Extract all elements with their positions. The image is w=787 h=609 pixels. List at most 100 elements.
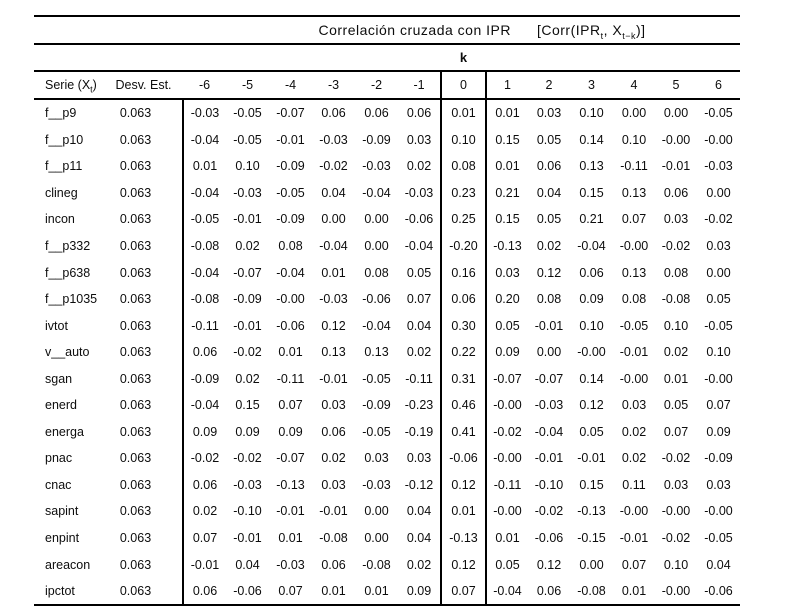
corr-value: 0.10 (579, 106, 604, 121)
k-column-header-zero: 0 (440, 71, 487, 100)
corr-value: 0.06 (192, 477, 218, 492)
table-row: f__p638 0.063 -0.04 -0.07 -0.04 0.01 0.08 0.05 0… (34, 259, 740, 286)
corr-value: -0.13 (577, 504, 606, 519)
table-row: f__p9 0.063 -0.03 -0.05 -0.07 0.06 0.06 0.06 0.0… (34, 99, 740, 127)
table-row: f__p332 0.063 -0.08 0.02 0.08 -0.04 0.00 -0.04-… (34, 232, 740, 260)
corr-value: -0.05 (704, 106, 733, 121)
corr-value: 0.20 (495, 292, 520, 307)
desv-est-value: 0.063 (104, 471, 184, 499)
corr-value: 0.00 (579, 557, 604, 572)
table-row: v__auto 0.063 0.06 -0.02 0.01 0.13 0.13 0.02 0.2… (34, 338, 740, 366)
corr-value: -0.08 (190, 239, 220, 253)
corr-value: 0.04 (321, 185, 346, 200)
corr-value: 0.07 (706, 398, 731, 413)
corr-value: -0.03 (362, 159, 391, 174)
corr-value: 0.07 (621, 212, 647, 227)
corr-value: 0.02 (321, 451, 346, 466)
corr-value: 0.03 (663, 212, 689, 227)
k-column-header: 1 (486, 71, 528, 100)
corr-value: -0.23 (404, 398, 434, 413)
serie-name: v__auto (45, 345, 90, 360)
table-row: f__p1035 0.063 -0.08 -0.09 -0.00 -0.03 -0.06 0.… (34, 285, 740, 313)
corr-value: 0.09 (706, 424, 731, 439)
corr-value: -0.01 (661, 159, 691, 174)
k-column-header: -3 (312, 71, 355, 100)
table-row: ivtot 0.063 -0.11 -0.01 -0.06 0.12 -0.04 0.04 0.… (34, 312, 740, 339)
corr-value: 0.06 (192, 345, 218, 360)
corr-value: 0.02 (621, 424, 647, 439)
corr-value: -0.05 (276, 185, 305, 200)
corr-value: -0.06 (404, 212, 434, 227)
k-column-header: 2 (528, 71, 570, 100)
corr-value: 0.02 (406, 159, 432, 174)
corr-value: 0.01 (495, 531, 520, 546)
serie-name: areacon (45, 557, 91, 572)
corr-value: 0.01 (192, 159, 218, 174)
serie-name: sgan (45, 371, 73, 386)
corr-value: 0.14 (579, 132, 604, 147)
corr-value: -0.09 (362, 132, 391, 147)
corr-value: 0.07 (192, 531, 218, 546)
corr-value: -0.01 (619, 345, 649, 360)
table-row: sgan 0.063 -0.09 0.02 -0.11 -0.01 -0.05 -0.11 0.… (34, 365, 740, 393)
serie-name: f__p332 (45, 239, 91, 253)
table-row: enerd 0.063 -0.04 0.15 0.07 0.03 -0.09 -0.23 0.4… (34, 392, 740, 419)
corr-value: 0.02 (192, 504, 218, 519)
corr-value: 0.01 (278, 345, 303, 360)
corr-value: 0.15 (495, 212, 520, 227)
table-title: Correlación cruzada con IPR [Corr(IPRt, X… (34, 22, 740, 41)
corr-value: -0.05 (704, 531, 733, 546)
corr-value: 0.03 (536, 106, 562, 121)
serie-name: cnac (45, 477, 72, 492)
corr-value: 0.15 (579, 477, 604, 492)
corr-value: 0.02 (621, 451, 647, 466)
title-formula: [Corr(IPRt, Xt−k)] (536, 22, 646, 41)
corr-value: -0.02 (319, 159, 348, 174)
corr-value: -0.01 (534, 318, 564, 333)
corr-value: -0.05 (233, 132, 262, 147)
title-text: Correlación cruzada con IPR (318, 22, 511, 38)
corr-value: 0.01 (663, 371, 689, 386)
corr-value: 0.10 (235, 159, 260, 174)
corr-value: 0.10 (663, 318, 689, 333)
k-column-header: 5 (655, 71, 697, 100)
corr-value: -0.09 (233, 292, 262, 307)
corr-value-k0: 0.25 (440, 206, 487, 233)
corr-value: -0.00 (619, 239, 649, 253)
corr-value: 0.08 (364, 265, 389, 280)
corr-value: 0.02 (406, 345, 432, 360)
corr-value: 0.06 (183, 577, 226, 607)
corr-value: -0.07 (534, 371, 564, 386)
corr-value: 0.03 (406, 132, 432, 147)
corr-value: 0.12 (321, 318, 346, 333)
serie-name: f__p1035 (45, 292, 98, 307)
corr-value: 0.09 (278, 424, 303, 439)
desv-est-value: 0.063 (104, 392, 184, 419)
table-row: ipctot 0.063 0.06 -0.06 0.07 0.01 0.01 0.09 0.07… (34, 577, 741, 607)
corr-value: 0.00 (364, 239, 389, 253)
corr-value: 0.07 (663, 424, 689, 439)
table-row: f__p10 0.063 -0.04 -0.05 -0.01 -0.03 -0.09 0.03… (34, 126, 740, 154)
desv-column-header: Desv. Est. (104, 71, 183, 100)
desv-est-value: 0.063 (104, 153, 184, 180)
corr-value: -0.07 (276, 451, 305, 466)
corr-value-k0: -0.13 (440, 524, 487, 552)
corr-value: -0.02 (233, 345, 262, 360)
corr-value: 0.04 (536, 185, 562, 200)
corr-value: 0.06 (406, 106, 432, 121)
corr-value: -0.04 (319, 239, 348, 253)
corr-value: -0.00 (493, 504, 522, 519)
corr-value: 0.04 (406, 504, 432, 519)
corr-value: 0.10 (706, 345, 731, 360)
corr-value: 0.08 (278, 239, 303, 253)
corr-value: 0.05 (536, 212, 562, 227)
corr-value-k0: 0.41 (440, 418, 487, 446)
corr-value: 0.02 (235, 371, 260, 386)
table-row: energa 0.063 0.09 0.09 0.09 0.06 -0.05 -0.19 0.4… (34, 418, 740, 446)
corr-value: 0.07 (269, 577, 312, 607)
corr-value: 0.03 (621, 398, 647, 413)
corr-value: -0.05 (704, 318, 733, 333)
corr-value: 0.14 (579, 371, 604, 386)
corr-value: 0.01 (613, 577, 655, 607)
corr-value: -0.01 (619, 531, 649, 546)
